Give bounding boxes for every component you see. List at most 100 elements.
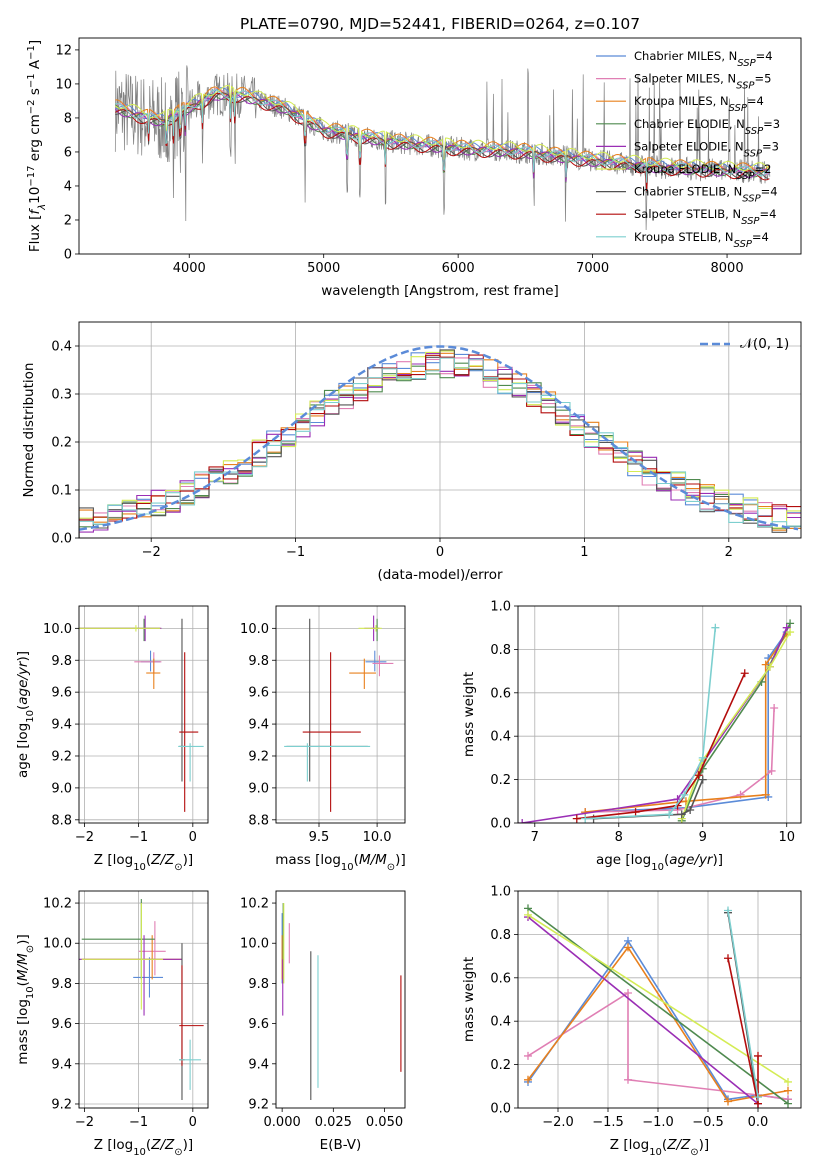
point-kroupa-miles bbox=[349, 658, 376, 689]
mass_vs_Z-ytick-label: 9.2 bbox=[51, 1097, 72, 1112]
series-marker bbox=[680, 790, 689, 799]
age_vs_Z-xtick-label: −2 bbox=[75, 830, 94, 845]
series-marker bbox=[724, 954, 732, 963]
weight_vs_age-ytick-label: 0.6 bbox=[490, 686, 511, 701]
residuals-ytick-label: 0.3 bbox=[51, 388, 72, 403]
series-marker bbox=[782, 623, 791, 632]
point-chabrier-elodie bbox=[79, 618, 161, 642]
mass_vs_Z-xtick-label: −1 bbox=[129, 1115, 148, 1130]
weight_vs_age-xtick-label: 10 bbox=[778, 830, 795, 845]
series-marker bbox=[765, 662, 774, 671]
legend-label: Kroupa MILES, NSSP=4 bbox=[634, 94, 764, 114]
mass_vs_ebv-ytick-label: 9.6 bbox=[248, 1017, 269, 1032]
series-line bbox=[681, 631, 791, 819]
point-kroupa-miles bbox=[81, 935, 182, 980]
series-marker bbox=[761, 660, 770, 669]
series-marker bbox=[724, 1097, 732, 1106]
spectrum-ytick-label: 0 bbox=[64, 248, 72, 263]
spectrum-xtick-label: 4000 bbox=[173, 261, 206, 276]
mass_vs_Z-ytick-label: 10.0 bbox=[43, 937, 72, 952]
weight_vs_Z-ytick-label: 0.0 bbox=[490, 1102, 511, 1117]
series-marker bbox=[784, 1099, 792, 1108]
point-chabrier-stelib bbox=[179, 618, 185, 782]
legend-label: Kroupa STELIB, NSSP=4 bbox=[634, 230, 769, 250]
spectrum-xtick-label: 7000 bbox=[576, 261, 609, 276]
series-line bbox=[527, 914, 789, 1083]
normal-reference-curve bbox=[79, 345, 799, 531]
mass_vs_ebv-xlabel: E(B-V) bbox=[320, 1137, 362, 1153]
residuals-legend: 𝒩(0, 1) bbox=[700, 336, 789, 352]
series-line bbox=[585, 631, 788, 813]
series-salpeter-elodie bbox=[524, 913, 762, 1108]
point-chabrier-miles bbox=[140, 650, 161, 672]
series-salpeter-stelib bbox=[572, 669, 749, 823]
age_vs_Z-xtick-label: −1 bbox=[129, 830, 148, 845]
series-marker bbox=[624, 943, 632, 952]
mass_vs_ebv-ytick-label: 9.2 bbox=[248, 1097, 269, 1112]
residuals-ytick-label: 0.2 bbox=[51, 436, 72, 451]
weight_vs_Z-ytick-label: 0.4 bbox=[490, 1015, 511, 1030]
series-marker bbox=[784, 1086, 792, 1095]
mass_vs_ebv-ytick-label: 9.4 bbox=[248, 1057, 269, 1072]
series-marker bbox=[698, 775, 707, 784]
weight_vs_age-ytick-label: 1.0 bbox=[490, 600, 511, 615]
mass_vs_Z-ytick-label: 10.2 bbox=[43, 897, 72, 912]
series-marker bbox=[724, 906, 732, 915]
series-marker bbox=[786, 628, 795, 637]
series-kroupa-stelib bbox=[581, 623, 720, 823]
age_vs_mass-ytick-label: 9.4 bbox=[248, 718, 269, 733]
weight_vs_Z-xtick-label: 0.0 bbox=[748, 1115, 769, 1130]
series-marker bbox=[524, 1075, 532, 1084]
point-salpeter-stelib bbox=[179, 965, 204, 1066]
mass_vs_Z-ytick-label: 9.6 bbox=[51, 1017, 72, 1032]
mass_vs_ebv-xtick-label: 0.050 bbox=[366, 1115, 403, 1130]
age_vs_mass-axes: 9.5 10.0 8.8 9.0 9.2 9.4 9.6 9.8 10.0 bbox=[240, 606, 405, 845]
series-kroupa-stelib bbox=[724, 906, 762, 1102]
series-line bbox=[576, 672, 746, 820]
series-marker bbox=[694, 771, 703, 780]
mass_vs_Z-ytick-label: 9.4 bbox=[51, 1057, 72, 1072]
point-kroupa-stelib bbox=[284, 743, 371, 782]
residuals-xtick-label: 2 bbox=[725, 545, 733, 560]
weight_vs_Z-xlabel: Z [log10(Z/Z⊙)] bbox=[610, 1137, 709, 1158]
series-marker bbox=[524, 1051, 532, 1060]
age_vs_mass-ytick-label: 9.2 bbox=[248, 749, 269, 764]
legend-label: Chabrier STELIB, NSSP=4 bbox=[634, 185, 778, 205]
mass_vs_Z-plot-area bbox=[79, 899, 204, 1100]
spectrum-frame bbox=[78, 37, 802, 255]
spectrum-ytick-label: 4 bbox=[64, 179, 72, 194]
residuals-ytick-label: 0.4 bbox=[51, 340, 72, 355]
spectrum-ytick-label: 8 bbox=[64, 111, 72, 126]
age_vs_Z-ytick-label: 9.8 bbox=[51, 654, 72, 669]
age_vs_mass-frame bbox=[275, 605, 406, 824]
mass_vs_ebv-xtick-label: 0.025 bbox=[315, 1115, 352, 1130]
series-marker bbox=[770, 703, 779, 712]
point-kroupa-elodie bbox=[79, 625, 161, 632]
residuals-ytick-label: 0.0 bbox=[51, 532, 72, 547]
mass_vs_Z-ytick-label: 9.8 bbox=[51, 977, 72, 992]
weight_vs_age-ytick-label: 0.8 bbox=[490, 643, 511, 658]
point-salpeter-stelib bbox=[179, 652, 199, 812]
series-marker bbox=[665, 810, 674, 819]
weight_vs_Z-ytick-label: 0.6 bbox=[490, 971, 511, 986]
spectrum-axes: 4000 5000 6000 7000 8000 0 2 4 6 8 10 12 bbox=[55, 43, 743, 276]
spectrum-model-chabrier-stelib bbox=[115, 92, 770, 194]
weight_vs_Z-xtick-label: −2.0 bbox=[542, 1115, 574, 1130]
weight_vs_age-xlabel: age [log10(age/yr)] bbox=[596, 852, 723, 873]
series-line bbox=[527, 907, 789, 1105]
weight_vs_Z-ytick-label: 0.8 bbox=[490, 928, 511, 943]
spectrum-ylabel: Flux [fλ10−17 erg cm−2 s−1 A−1] bbox=[26, 40, 48, 252]
residuals-ylabel: Normed distribution bbox=[21, 363, 37, 498]
series-marker bbox=[698, 753, 707, 762]
series-marker bbox=[524, 910, 532, 919]
weight_vs_Z-ylabel: mass weight bbox=[461, 957, 477, 1042]
point-kroupa-miles bbox=[146, 658, 161, 689]
spectrum-xlabel: wavelength [Angstrom, rest frame] bbox=[321, 283, 559, 299]
age_vs_mass-xlabel: mass [log10(M/M⊙)] bbox=[275, 852, 405, 873]
weight_vs_Z-axes: −2.0 −1.5 −1.0 −0.5 0.0 0.0 0.2 0.4 0.6 0.8 1.0 bbox=[490, 885, 801, 1130]
spectrum-model-kroupa-elodie bbox=[114, 84, 770, 185]
weight_vs_age-ytick-label: 0.4 bbox=[490, 730, 511, 745]
mass_vs_ebv-ytick-label: 10.0 bbox=[240, 937, 269, 952]
age_vs_Z-xtick-label: 0 bbox=[189, 830, 197, 845]
